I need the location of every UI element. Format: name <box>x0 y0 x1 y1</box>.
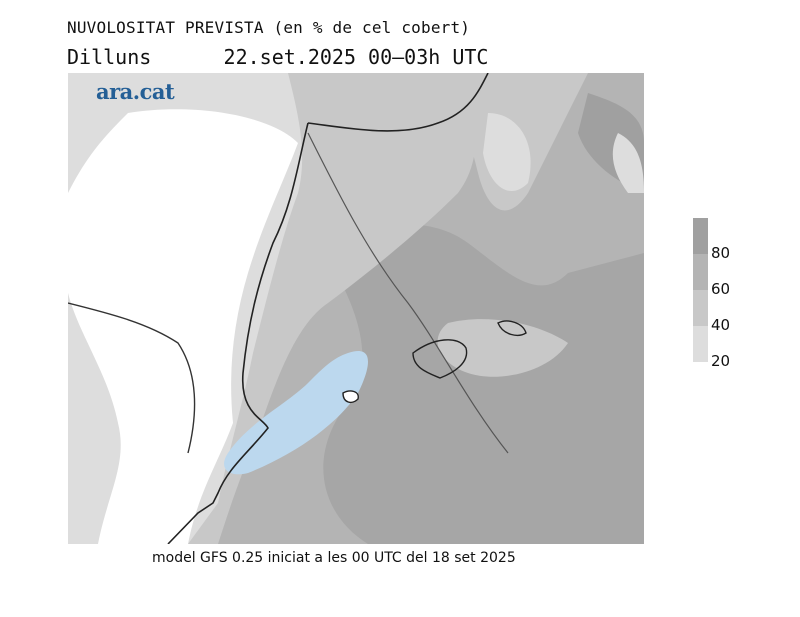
mallorca-island <box>412 339 468 379</box>
cloud-layer-40-islands <box>437 319 568 377</box>
legend-swatch-80 <box>693 218 708 254</box>
cloud-layer-80-south <box>318 224 644 544</box>
inland-border <box>307 132 509 454</box>
coastline <box>167 122 309 544</box>
ibiza-island <box>342 390 359 404</box>
model-caption: model GFS 0.25 iniciat a les 00 UTC del … <box>152 550 516 566</box>
western-border <box>68 302 196 454</box>
menorca-island <box>497 320 527 336</box>
legend-label-20: 20 <box>711 352 731 370</box>
cloud-cover-map: ara.cat <box>68 73 644 544</box>
light-blue-area <box>224 351 368 475</box>
cloud-layer-20-north <box>483 113 531 192</box>
legend-label-60: 60 <box>711 280 731 298</box>
map-title: NUVOLOSITAT PREVISTA (en % de cel cobert… <box>67 18 471 37</box>
forecast-day: Dilluns <box>67 45 152 69</box>
legend-swatch-20 <box>693 326 708 362</box>
forecast-datetime: 22.set.2025 00–03h UTC <box>223 45 489 69</box>
forecast-timestamp: Dilluns 22.set.2025 00–03h UTC <box>67 45 488 69</box>
northern-border <box>307 73 489 132</box>
map-canvas <box>68 73 644 544</box>
ara-cat-logo: ara.cat <box>96 79 175 104</box>
cloud-layer-20-east <box>612 133 644 193</box>
legend-label-40: 40 <box>711 316 731 334</box>
legend-swatch-40 <box>693 290 708 326</box>
legend-swatch-60 <box>693 254 708 290</box>
clear-sky-area <box>68 109 298 544</box>
legend-label-80: 80 <box>711 244 731 262</box>
cloud-cover-legend: 80 60 40 20 <box>693 218 753 370</box>
